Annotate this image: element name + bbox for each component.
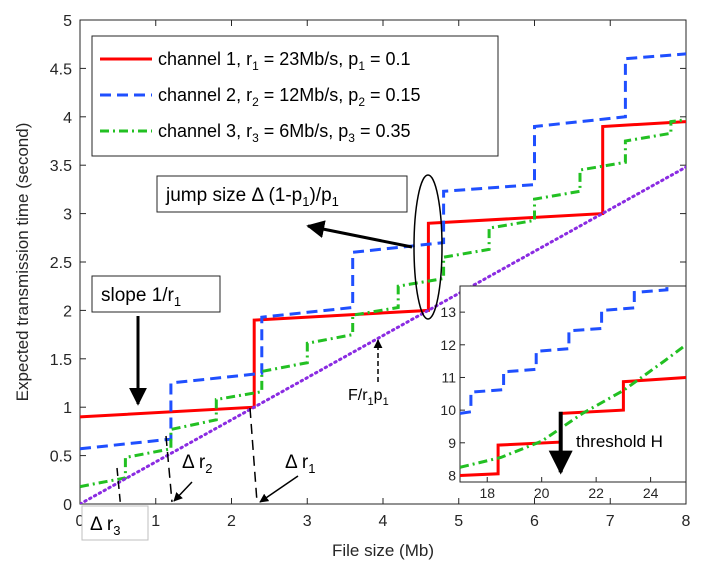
delta-r2-dash — [165, 435, 173, 503]
x-axis-label: File size (Mb) — [332, 541, 434, 560]
fr-label: F/r1p1 — [348, 387, 389, 408]
x-tick-label: 7 — [606, 513, 615, 530]
annotation-slope: slope 1/r1 — [91, 275, 221, 406]
series-f-r1p1 — [80, 165, 686, 504]
legend: channel 1, r1 = 23Mb/s, p1 = 0.1 channel… — [91, 35, 499, 157]
y-tick-label: 2.5 — [50, 255, 72, 272]
x-tick-label: 2 — [227, 513, 236, 530]
y-tick-label: 1 — [63, 400, 72, 417]
annotation-jump-size: jump size Δ (1-p1)/p1 — [156, 174, 443, 320]
legend-label-channel-3: channel 3, r3 = 6Mb/s, p3 = 0.35 — [158, 121, 411, 145]
inset-x-tick-label: 20 — [534, 485, 550, 501]
inset-y-tick-label: 13 — [440, 304, 456, 320]
x-tick-label: 8 — [682, 513, 691, 530]
jump-arrow — [306, 220, 413, 249]
y-tick-label: 3.5 — [50, 158, 72, 175]
x-tick-label: 4 — [379, 513, 388, 530]
y-tick-label: 2 — [63, 303, 72, 320]
y-tick-label: 4.5 — [50, 61, 72, 78]
y-tick-label: 3 — [63, 207, 72, 224]
inset-chart: 18 20 22 24 8 9 10 11 12 13 threshold H — [440, 285, 687, 501]
inset-y-tick-label: 9 — [448, 435, 456, 451]
inset-x-tick-label: 22 — [588, 485, 604, 501]
jump-size-label: jump size Δ (1-p1)/p1 — [165, 185, 339, 209]
series-channel-2 — [80, 52, 686, 451]
y-tick-label: 1.5 — [50, 352, 72, 369]
y-axis-label: Expected transmission time (second) — [13, 123, 32, 402]
y-tick-label: 5 — [63, 13, 72, 30]
slope-label: slope 1/r1 — [101, 285, 181, 309]
delta-r3-box — [81, 505, 149, 541]
delta-r1-label: Δ r1 — [285, 452, 315, 476]
annotation-fr: F/r1p1 — [348, 339, 389, 408]
y-tick-label: 0.5 — [50, 449, 72, 466]
inset-x-tick-label: 18 — [479, 485, 495, 501]
jump-ellipse — [413, 174, 443, 320]
inset-y-tick-label: 11 — [441, 369, 456, 385]
series-channel-1 — [80, 120, 686, 419]
delta-r2-arrow — [173, 481, 193, 502]
inset-y-axis: 8 9 10 11 12 13 — [440, 304, 465, 483]
delta-r2-label: Δ r2 — [182, 452, 212, 476]
x-tick-label: 0 — [76, 513, 85, 530]
delta-r1-arrow — [259, 475, 299, 503]
threshold-label-bg — [572, 428, 666, 454]
legend-label-channel-2: channel 2, r2 = 12Mb/s, p2 = 0.15 — [158, 85, 421, 109]
annotation-delta-markers: Δ r1 Δ r2 Δ r3 — [81, 407, 315, 541]
legend-label-channel-1: channel 1, r1 = 23Mb/s, p1 = 0.1 — [158, 49, 411, 73]
inset-x-axis: 18 20 22 24 — [479, 477, 659, 501]
legend-box — [91, 35, 499, 157]
delta-r3-dash — [116, 467, 122, 511]
inset-y-tick-label: 10 — [440, 402, 456, 418]
inset-x-tick-label: 24 — [643, 485, 659, 501]
jump-size-box — [156, 175, 408, 213]
inset-series-channel-2 — [460, 286, 669, 415]
delta-r3-label: Δ r3 — [90, 514, 120, 538]
x-tick-label: 5 — [454, 513, 463, 530]
x-tick-label: 6 — [530, 513, 539, 530]
x-tick-label: 3 — [303, 513, 312, 530]
slope-box — [91, 275, 221, 313]
inset-y-tick-label: 12 — [440, 337, 456, 353]
threshold-label: threshold H — [576, 432, 663, 451]
y-axis: 0 0.5 1 1.5 2 2.5 3 3.5 4 4.5 5 — [50, 13, 686, 514]
inset-y-tick-label: 8 — [448, 467, 456, 483]
x-tick-label: 1 — [151, 513, 160, 530]
y-tick-label: 0 — [63, 497, 72, 514]
y-tick-label: 4 — [63, 110, 72, 127]
inset-series-channel-3 — [460, 343, 686, 469]
series-channel-3 — [80, 118, 686, 489]
series-layer — [80, 52, 686, 504]
